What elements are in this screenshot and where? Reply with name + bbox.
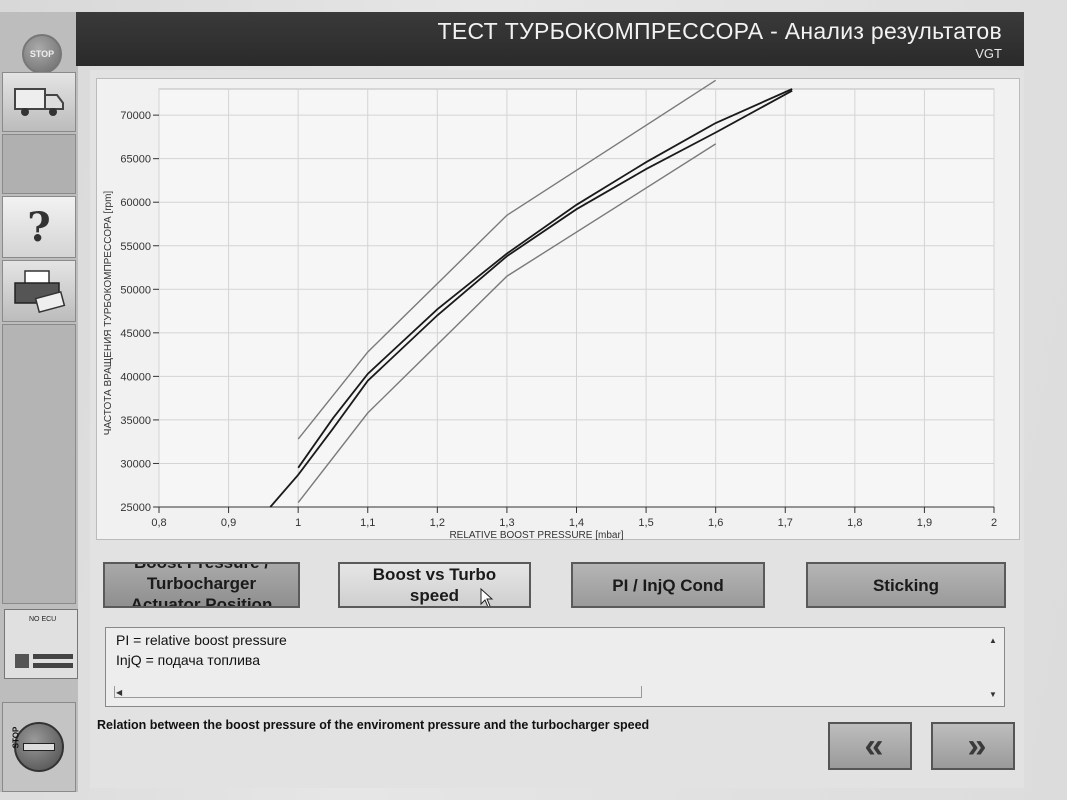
scroll-left-icon[interactable]: ◀ — [116, 688, 123, 697]
info-line-2: InjQ = подача топлива — [116, 652, 260, 668]
info-textbox[interactable]: PI = relative boost pressure InjQ = пода… — [105, 627, 1005, 707]
sticking-button[interactable]: Sticking — [806, 562, 1006, 608]
x-tick-label: 1,1 — [360, 517, 375, 529]
ecu-status-bar-2 — [33, 663, 73, 668]
x-axis-label: RELATIVE BOOST PRESSURE [mbar] — [449, 530, 623, 541]
double-chevron-left-icon: « — [864, 726, 884, 765]
page-subtitle: VGT — [975, 46, 1002, 61]
printer-icon — [14, 270, 66, 313]
y-tick-label: 40000 — [120, 371, 151, 383]
x-tick-label: 1,8 — [847, 517, 862, 529]
x-tick-label: 0,9 — [221, 517, 236, 529]
ecu-status-block — [15, 654, 29, 668]
title-bar: ТЕСТ ТУРБОКОМПРЕССОРА - Анализ результат… — [76, 12, 1024, 66]
question-icon: ? — [27, 203, 51, 251]
x-tick-label: 2 — [991, 517, 997, 529]
x-tick-label: 1,7 — [778, 517, 793, 529]
x-tick-label: 1,4 — [569, 517, 584, 529]
y-tick-label: 25000 — [120, 502, 151, 514]
x-tick-label: 1,9 — [917, 517, 932, 529]
no-ecu-label: NO ECU — [29, 616, 57, 623]
sidebar-empty-panel — [2, 324, 76, 604]
y-axis-label: ЧАСТОТА ВРАЩЕНИЯ ТУРБОКОМПРЕССОРА [rpm] — [103, 191, 114, 436]
horizontal-scrollbar[interactable] — [114, 686, 642, 698]
boost-actuator-label: Boost Pressure / Turbocharger Actuator P… — [130, 562, 273, 608]
pi-injq-button[interactable]: PI / InjQ Cond — [571, 562, 765, 608]
stop-button-bottom[interactable]: STOP — [2, 702, 76, 792]
stop-label: STOP — [29, 49, 55, 59]
x-tick-label: 1,5 — [638, 517, 653, 529]
sidebar: STOP ? NO ECU — [0, 12, 78, 792]
no-ecu-indicator: NO ECU — [4, 609, 78, 679]
mouse-cursor-icon — [480, 588, 494, 606]
series-line-2 — [297, 143, 717, 504]
ecu-status-bar-1 — [33, 654, 73, 659]
chart-panel: 0,8 0,9 1 1,1 1,2 1,3 1,4 1,5 1,6 1,7 1,8 1,9 2 25000… — [96, 78, 1020, 541]
stop-button-top[interactable]: STOP — [22, 34, 62, 74]
sticking-label: Sticking — [872, 575, 940, 595]
pi-injq-label: PI / InjQ Cond — [612, 575, 724, 595]
boost-vs-turbo-button[interactable]: Boost vs Turbo speed — [338, 562, 531, 608]
vehicle-button[interactable] — [2, 72, 76, 132]
sidebar-blank-button[interactable] — [2, 134, 76, 194]
y-tick-label: 45000 — [120, 328, 151, 340]
back-button[interactable]: « — [828, 722, 912, 770]
truck-icon — [14, 88, 64, 116]
print-button[interactable] — [2, 260, 76, 322]
x-tick-label: 0,8 — [151, 517, 166, 529]
boost-vs-turbo-label: Boost vs Turbo speed — [372, 565, 497, 605]
x-tick-label: 1,6 — [708, 517, 723, 529]
series-line-1 — [297, 79, 717, 440]
y-tick-label: 65000 — [120, 154, 151, 166]
page-title: ТЕСТ ТУРБОКОМПРЕССОРА - Анализ результат… — [437, 18, 1002, 44]
boost-actuator-button[interactable]: Boost Pressure / Turbocharger Actuator P… — [103, 562, 300, 608]
scroll-down-icon[interactable]: ▼ — [989, 690, 997, 699]
y-tick-label: 55000 — [120, 241, 151, 253]
stop-icon — [14, 722, 64, 772]
turbo-speed-chart: 0,8 0,9 1 1,1 1,2 1,3 1,4 1,5 1,6 1,7 1,8 1,9 2 25000… — [103, 79, 997, 541]
stop-bottom-label: STOP — [11, 726, 21, 749]
x-tick-label: 1,3 — [499, 517, 514, 529]
scroll-up-icon[interactable]: ▲ — [989, 636, 997, 645]
y-tick-label: 35000 — [120, 415, 151, 427]
y-tick-label: 60000 — [120, 197, 151, 209]
forward-button[interactable]: » — [931, 722, 1015, 770]
y-tick-label: 50000 — [120, 284, 151, 296]
series-line-3 — [269, 89, 793, 508]
help-button[interactable]: ? — [2, 196, 76, 258]
x-tick-label: 1,2 — [430, 517, 445, 529]
series-line-4 — [297, 88, 793, 469]
x-tick-label: 1 — [295, 517, 301, 529]
double-chevron-right-icon: » — [967, 726, 987, 765]
description-text: Relation between the boost pressure of t… — [97, 718, 650, 732]
info-line-1: PI = relative boost pressure — [116, 632, 287, 648]
y-tick-label: 70000 — [120, 110, 151, 122]
y-tick-label: 30000 — [120, 458, 151, 470]
